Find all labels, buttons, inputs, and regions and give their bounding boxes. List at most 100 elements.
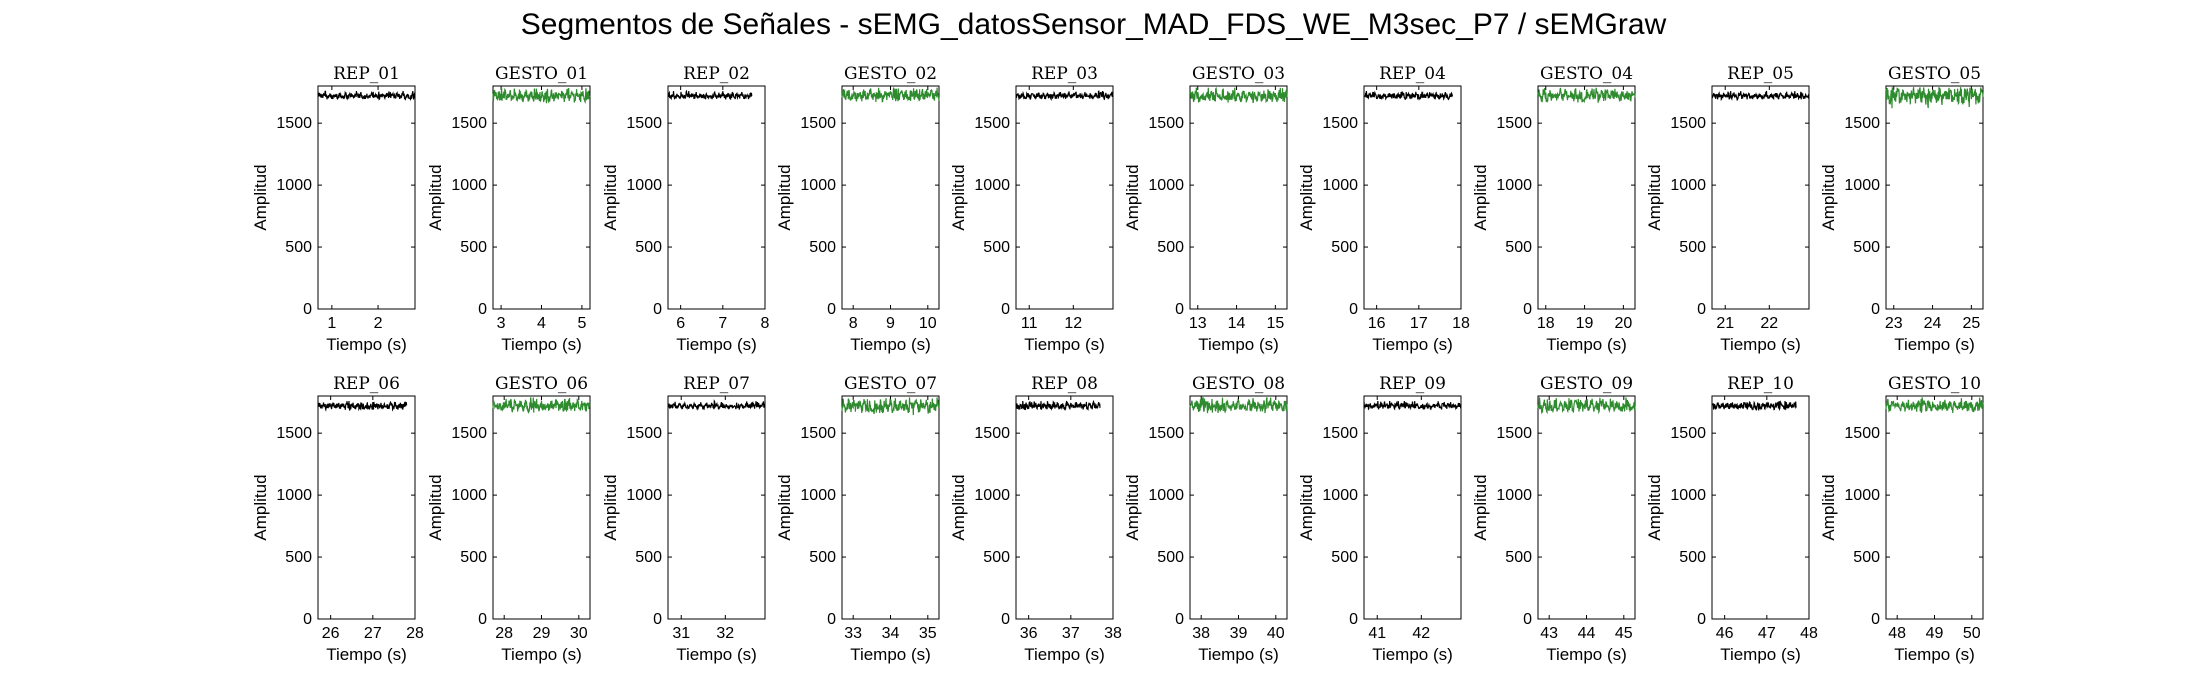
subplot-gesto-03: GESTO_03 0 500 1000 1500 13 14 15 Tiempo (s) Ampl… [1123, 64, 1288, 354]
y-tick-label: 1500 [1322, 425, 1358, 442]
subplot-title: REP_01 [333, 64, 400, 84]
y-tick-label: 0 [1697, 611, 1706, 628]
x-tick-label: 22 [1760, 315, 1778, 332]
signal-line [667, 399, 766, 411]
subplot-title: GESTO_08 [1192, 374, 1285, 394]
y-tick-label: 0 [1349, 611, 1358, 628]
y-tick-label: 1000 [1148, 177, 1184, 194]
y-tick-label: 500 [1679, 239, 1706, 256]
y-tick-label: 0 [653, 301, 662, 318]
subplot-gesto-02: GESTO_02 0 500 1000 1500 8 9 10 Tiempo (s) Amplit… [775, 64, 940, 354]
x-axis-label: Tiempo (s) [1894, 335, 1975, 354]
subplot-title: REP_04 [1379, 64, 1446, 84]
x-axis-label: Tiempo (s) [1372, 645, 1453, 664]
x-tick-label: 11 [1021, 315, 1038, 332]
x-tick-label: 39 [1230, 625, 1248, 642]
x-tick-label: 14 [1228, 315, 1246, 332]
signal-line [1885, 87, 1984, 109]
x-tick-label: 18 [1537, 315, 1555, 332]
signal-line [841, 87, 940, 103]
y-tick-label: 1000 [1496, 177, 1532, 194]
y-tick-label: 0 [303, 301, 312, 318]
x-tick-label: 16 [1368, 315, 1386, 332]
y-tick-label: 1500 [1148, 115, 1184, 132]
figure-title: Segmentos de Señales - sEMG_datosSensor_… [520, 8, 1667, 41]
y-tick-label: 1500 [800, 425, 836, 442]
subplot-title: REP_02 [683, 64, 750, 84]
subplot-gesto-01: GESTO_01 0 500 1000 1500 3 4 5 Tiempo (s) Amplitu… [426, 64, 591, 354]
y-tick-label: 500 [1505, 549, 1532, 566]
x-tick-label: 2 [374, 315, 383, 332]
x-axis-label: Tiempo (s) [850, 645, 931, 664]
y-tick-label: 1500 [451, 425, 487, 442]
y-tick-label: 0 [1523, 301, 1532, 318]
y-tick-label: 500 [1157, 549, 1184, 566]
axes-box [1711, 395, 1810, 620]
y-axis-label: Amplitud [949, 164, 968, 230]
x-axis-label: Tiempo (s) [1198, 335, 1279, 354]
axes-box [667, 85, 766, 310]
y-tick-label: 500 [1157, 239, 1184, 256]
subplot-title: GESTO_03 [1192, 64, 1285, 84]
x-tick-label: 20 [1614, 315, 1632, 332]
subplot-gesto-09: GESTO_09 0 500 1000 1500 43 44 45 Tiempo (s) Ampl… [1471, 374, 1636, 664]
x-tick-label: 36 [1020, 625, 1038, 642]
y-axis-label: Amplitud [1645, 164, 1664, 230]
y-tick-label: 1000 [1670, 487, 1706, 504]
axes-box [1537, 395, 1636, 620]
y-tick-label: 0 [1871, 301, 1880, 318]
x-tick-label: 48 [1888, 625, 1906, 642]
y-tick-label: 500 [809, 239, 836, 256]
subplot-title: REP_08 [1031, 374, 1098, 394]
subplot-rep-07: REP_07 0 500 1000 1500 31 32 Tiempo (s) Amplitud [601, 374, 766, 664]
axes-box [1363, 395, 1462, 620]
x-tick-label: 7 [718, 315, 727, 332]
y-tick-label: 0 [1001, 611, 1010, 628]
y-axis-label: Amplitud [775, 474, 794, 540]
y-tick-label: 0 [303, 611, 312, 628]
x-tick-label: 4 [537, 315, 546, 332]
x-tick-label: 10 [919, 315, 937, 332]
subplot-title: REP_10 [1727, 374, 1794, 394]
x-tick-label: 41 [1368, 625, 1386, 642]
x-tick-label: 46 [1716, 625, 1734, 642]
signal-line [1015, 90, 1114, 102]
y-tick-label: 1500 [1496, 115, 1532, 132]
y-tick-label: 0 [478, 301, 487, 318]
subplot-rep-03: REP_03 0 500 1000 1500 11 12 Tiempo (s) Amplitud [949, 64, 1114, 354]
y-tick-label: 1000 [1148, 487, 1184, 504]
axes-box [317, 395, 416, 620]
x-tick-label: 30 [570, 625, 588, 642]
y-tick-label: 1500 [1322, 115, 1358, 132]
y-tick-label: 1000 [800, 177, 836, 194]
y-tick-label: 1000 [626, 177, 662, 194]
signal-line [1711, 400, 1797, 412]
subplot-gesto-05: GESTO_05 0 500 1000 1500 23 24 25 Tiempo (s) Ampl… [1819, 64, 1984, 354]
x-axis-label: Tiempo (s) [1198, 645, 1279, 664]
x-tick-label: 27 [364, 625, 382, 642]
axes-box [667, 395, 766, 620]
y-tick-label: 1000 [974, 177, 1010, 194]
signal-line [1711, 90, 1810, 102]
y-tick-label: 500 [1331, 549, 1358, 566]
x-tick-label: 31 [672, 625, 690, 642]
axes-box [841, 395, 940, 620]
axes-box [1711, 85, 1810, 310]
x-axis-label: Tiempo (s) [850, 335, 931, 354]
x-tick-label: 43 [1540, 625, 1558, 642]
y-tick-label: 1000 [1670, 177, 1706, 194]
x-tick-label: 50 [1963, 625, 1981, 642]
y-tick-label: 1000 [451, 487, 487, 504]
subplot-title: REP_05 [1727, 64, 1794, 84]
subplot-title: GESTO_07 [844, 374, 937, 394]
y-tick-label: 500 [1853, 239, 1880, 256]
x-tick-label: 3 [497, 315, 506, 332]
x-tick-label: 17 [1410, 315, 1428, 332]
x-tick-label: 13 [1189, 315, 1207, 332]
subplot-title: GESTO_01 [495, 64, 588, 84]
y-tick-label: 1500 [974, 115, 1010, 132]
y-tick-label: 1500 [1496, 425, 1532, 442]
x-tick-label: 28 [495, 625, 513, 642]
